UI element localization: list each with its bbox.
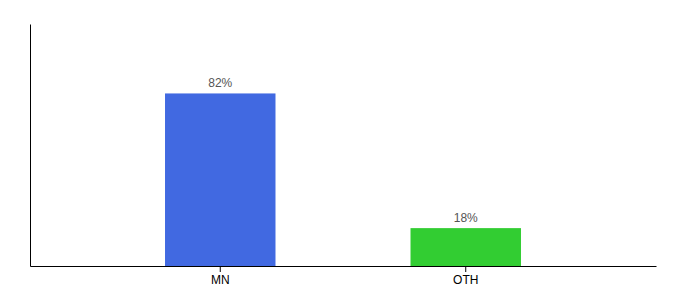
bar <box>165 93 275 266</box>
x-tick: OTH <box>453 266 478 287</box>
chart: MN OTH 82% 18% <box>0 0 680 300</box>
x-tick-label: MN <box>211 273 230 287</box>
data-label: 82% <box>208 76 232 90</box>
bars <box>165 93 521 266</box>
bar <box>411 228 521 266</box>
x-tick: MN <box>211 266 230 287</box>
y-axis <box>30 25 31 267</box>
x-tick-mark <box>465 266 466 272</box>
data-label: 18% <box>454 211 478 225</box>
data-labels: 82% 18% <box>208 76 478 225</box>
x-tick-label: OTH <box>453 273 478 287</box>
y-axis-line <box>30 25 31 267</box>
x-axis-line <box>31 266 657 267</box>
plot: MN OTH 82% 18% <box>31 25 657 287</box>
x-tick-mark <box>220 266 221 272</box>
x-axis: MN OTH <box>31 266 657 287</box>
